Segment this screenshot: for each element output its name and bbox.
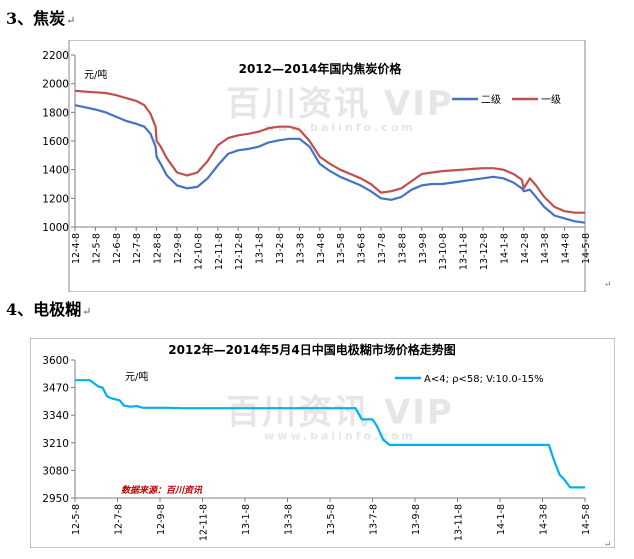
section-heading-coke: 3、焦炭↵ [6,5,75,29]
watermark-text: 百川资讯 VIP [226,84,454,124]
x-tick-label: 13-1-8 [255,233,266,264]
coke-price-chart-svg: 百川资讯 VIPwww.baiinfo.com2012—2014年国内焦炭价格元… [42,39,592,293]
y-tick-label: 3470 [42,383,69,395]
x-tick-label: 13-2-8 [275,233,286,264]
x-tick-label: 13-4-8 [316,233,327,264]
y-tick-label: 1000 [42,222,69,234]
y-tick-label: 2000 [42,79,69,91]
x-tick-label: 12-9-8 [173,233,184,264]
y-tick-label: 1800 [42,107,69,119]
x-tick-label: 13-9-8 [411,504,422,535]
section-title: 焦炭 [33,9,66,28]
chart-border [29,337,616,549]
x-tick-label: 14-2-8 [520,233,531,264]
x-tick-label: 13-6-8 [357,233,368,264]
return-mark: ↵ [604,540,612,550]
coke-price-chart: 百川资讯 VIP www.baiinfo.com 2012—2014年国内焦炭价格元… [30,39,615,293]
section-title: 电极糊 [33,300,82,319]
x-tick-label: 13-11-8 [454,504,465,541]
watermark-url: www.baiinfo.com [264,429,416,442]
x-tick-label: 12-6-8 [112,233,123,264]
y-tick-label: 3080 [42,465,69,477]
x-tick-label: 14-1-8 [496,504,507,535]
x-tick-label: 12-9-8 [156,504,167,535]
chart-title: 2012—2014年国内焦炭价格 [239,61,403,76]
series-line-1 [75,379,585,489]
x-tick-label: 14-3-8 [540,233,551,264]
y-tick-label: 3210 [42,438,69,450]
legend-label: A<4; ρ<58; V:10.0-15% [424,374,544,385]
series-line-2 [74,89,585,214]
unit-label: 元/吨 [125,370,148,383]
y-tick-label: 1600 [42,136,69,148]
x-tick-label: 13-3-8 [295,233,306,264]
x-tick-label: 13-8-8 [397,233,408,264]
x-tick-label: 12-10-8 [193,233,204,270]
return-mark: ↵ [604,280,612,290]
x-tick-label: 12-11-8 [199,504,210,541]
section-heading-electrode-paste: 4、电极糊↵ [6,296,91,320]
x-tick-label: 13-5-8 [326,504,337,535]
x-tick-label: 12-4-8 [71,233,82,264]
x-tick-label: 13-1-8 [241,504,252,535]
y-tick-label: 1200 [42,193,69,205]
legend-label: 一级 [541,94,561,106]
x-tick-label: 12-7-8 [114,504,125,535]
y-tick-label: 1400 [42,165,69,177]
x-tick-label: 12-8-8 [153,233,164,264]
x-tick-label: 13-9-8 [418,233,429,264]
x-tick-label: 12-7-8 [132,233,143,264]
section-number: 3、 [6,9,34,28]
x-tick-label: 14-3-8 [539,504,550,535]
y-tick-label: 2950 [42,493,69,505]
chart-title: 2012年—2014年5月4日中国电极糊市场价格走势图 [168,342,456,357]
x-tick-label: 14-5-8 [581,233,592,264]
chart-border [68,39,586,293]
x-tick-label: 12-12-8 [234,233,245,270]
x-tick-label: 13-12-8 [479,233,490,270]
series-line-1 [74,104,586,224]
x-tick-label: 13-11-8 [459,233,470,270]
x-tick-label: 14-1-8 [499,233,510,264]
source-note: 数据来源：百川资讯 [121,485,203,496]
x-tick-label: 13-3-8 [284,504,295,535]
unit-label: 元/吨 [84,68,107,81]
y-tick-label: 3340 [42,410,69,422]
return-mark: ↵ [82,305,92,318]
x-tick-label: 14-4-8 [561,233,572,264]
y-tick-label: 3600 [42,355,69,367]
x-tick-label: 14-5-8 [581,504,592,535]
y-tick-label: 2200 [42,50,69,62]
return-mark: ↵ [66,14,76,27]
electrode-paste-price-chart: 百川资讯 VIP www.baiinfo.com 2012年—2014年5月4日中国… [29,337,616,549]
x-tick-label: 13-10-8 [438,233,449,270]
x-tick-label: 12-11-8 [214,233,225,270]
watermark-text: 百川资讯 VIP [226,392,454,432]
x-tick-label: 12-5-8 [71,504,82,535]
x-tick-label: 13-5-8 [336,233,347,264]
x-tick-label: 13-7-8 [369,504,380,535]
legend-label: 二级 [481,94,501,106]
x-tick-label: 13-7-8 [377,233,388,264]
x-tick-label: 12-5-8 [91,233,102,264]
section-number: 4、 [6,300,34,319]
